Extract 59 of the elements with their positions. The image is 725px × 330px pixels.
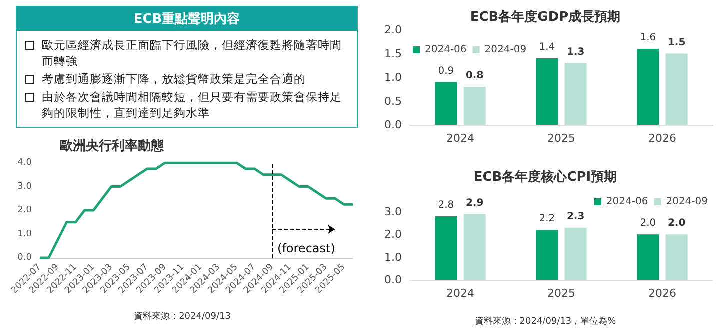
data-label: 1.6 (640, 32, 656, 44)
bar (435, 216, 458, 280)
y-tick-label: 3.0 (384, 206, 402, 218)
text: ECB重點聲明內容 (17, 7, 357, 31)
x-tick-label: 2025 (548, 132, 576, 145)
y-tick-label: 1.0 (18, 229, 32, 240)
chart-title: ECB各年度核心CPI預期 (474, 169, 618, 185)
bar (666, 234, 688, 280)
annotation: (forecast) (278, 242, 336, 256)
y-tick-label: 1.5 (384, 47, 402, 60)
data-label: 2.9 (466, 198, 484, 209)
bar (536, 58, 558, 125)
data-label: 2.0 (640, 218, 656, 230)
bar (564, 63, 587, 125)
y-tick-label: 0.0 (384, 118, 402, 132)
text: 考慮到通膨逐漸下降，放鬆貨幣政策是完全合適的 (42, 71, 306, 87)
text: 歐元區經濟成長正面臨下行風險，但經濟復甦將隨著時間而轉強 (42, 37, 343, 69)
chart-title: 歐洲央行利率動態 (60, 138, 165, 154)
y-tick-label: 0.0 (384, 274, 402, 286)
bar (464, 87, 486, 125)
x-tick-label: 2024 (446, 132, 474, 145)
y-tick-label: 2.0 (18, 206, 32, 216)
y-tick-label: 2.0 (384, 228, 402, 242)
data-label: 1.3 (566, 46, 585, 58)
legend-label: 2024-09 (666, 196, 708, 208)
data-label: 2.3 (566, 211, 585, 222)
y-tick-label: 1.0 (384, 71, 402, 84)
data-label: 1.5 (668, 37, 686, 48)
bar (666, 54, 688, 125)
y-tick-label: 0.5 (384, 94, 402, 108)
x-tick-label: 2025 (548, 287, 576, 300)
data-label: 2.2 (539, 214, 556, 225)
data-label: 2.0 (668, 218, 686, 230)
data-label: 2.8 (438, 200, 454, 212)
legend-label: 2024-06 (425, 44, 467, 56)
x-tick-label: 2026 (648, 132, 676, 145)
bar (637, 234, 660, 280)
legend-label: 2024-06 (606, 196, 648, 208)
bar (536, 230, 558, 280)
data-label: 1.4 (539, 42, 556, 53)
chart-title: ECB各年度GDP成長預期 (470, 9, 621, 25)
source-note: 資料來源：2024/09/13，單位為% (474, 316, 618, 328)
source-note: 資料來源：2024/09/13 (133, 310, 232, 323)
bar (464, 214, 486, 280)
y-tick-label: 0.0 (18, 253, 32, 263)
data-label: 0.9 (438, 66, 454, 77)
legend-label: 2024-09 (484, 44, 527, 56)
y-tick-label: 3.0 (18, 182, 32, 192)
bar (637, 49, 660, 125)
bar (564, 228, 587, 280)
text: 由於各次會議時間相隔較短，但只要有需要政策會保持足夠的限制性，直到達到足夠水準 (42, 89, 343, 121)
data-label: 0.8 (466, 70, 484, 82)
y-tick-label: 1.0 (384, 250, 402, 264)
x-tick-label: 2024 (446, 287, 474, 300)
bar (435, 82, 458, 125)
line-series (38, 162, 354, 260)
x-tick-label: 2026 (648, 287, 676, 300)
y-tick-label: 2.0 (384, 24, 402, 36)
y-tick-label: 4.0 (18, 158, 32, 168)
